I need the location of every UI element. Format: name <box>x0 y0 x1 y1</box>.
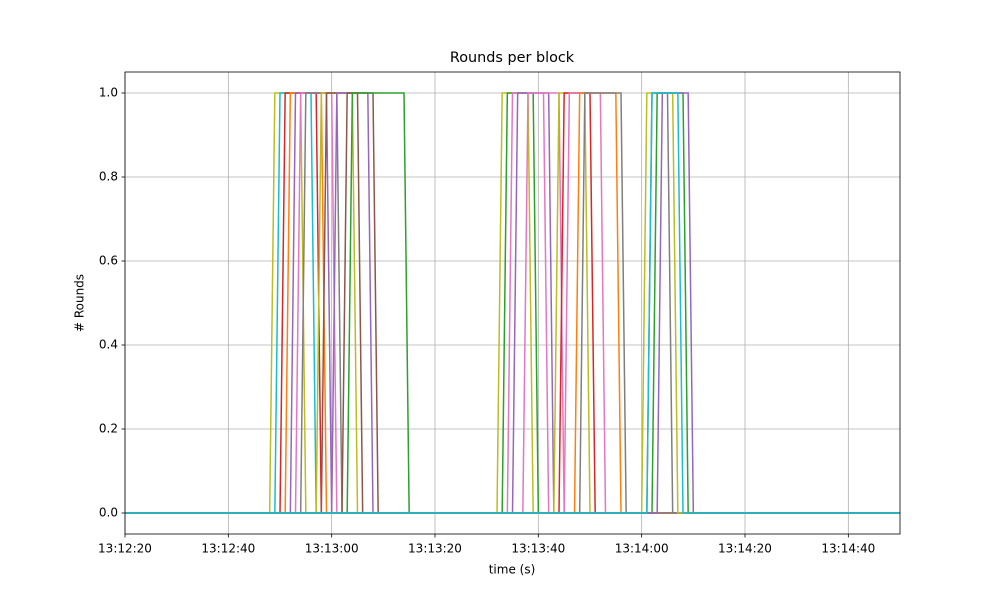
x-tick-label: 13:14:00 <box>615 542 669 556</box>
x-tick-label: 13:13:40 <box>511 542 565 556</box>
x-axis-label: time (s) <box>489 563 536 577</box>
x-tick-label: 13:14:40 <box>821 542 875 556</box>
x-tick-label: 13:12:40 <box>201 542 255 556</box>
y-tick-label: 0.6 <box>99 254 118 268</box>
y-axis-label: # Rounds <box>73 274 87 332</box>
series-line <box>125 92 900 514</box>
plot-frame <box>124 71 901 535</box>
y-tick-label: 0.2 <box>99 422 118 436</box>
y-tick-label: 0.4 <box>99 338 118 352</box>
x-tick-label: 13:14:20 <box>718 542 772 556</box>
y-tick-label: 0.0 <box>99 506 118 520</box>
y-tick-label: 1.0 <box>99 86 118 100</box>
y-tick-label: 0.8 <box>99 170 118 184</box>
x-tick-label: 13:13:20 <box>408 542 462 556</box>
x-tick-label: 13:12:20 <box>98 542 152 556</box>
x-tick-label: 13:13:00 <box>305 542 359 556</box>
chart-title: Rounds per block <box>450 50 575 66</box>
